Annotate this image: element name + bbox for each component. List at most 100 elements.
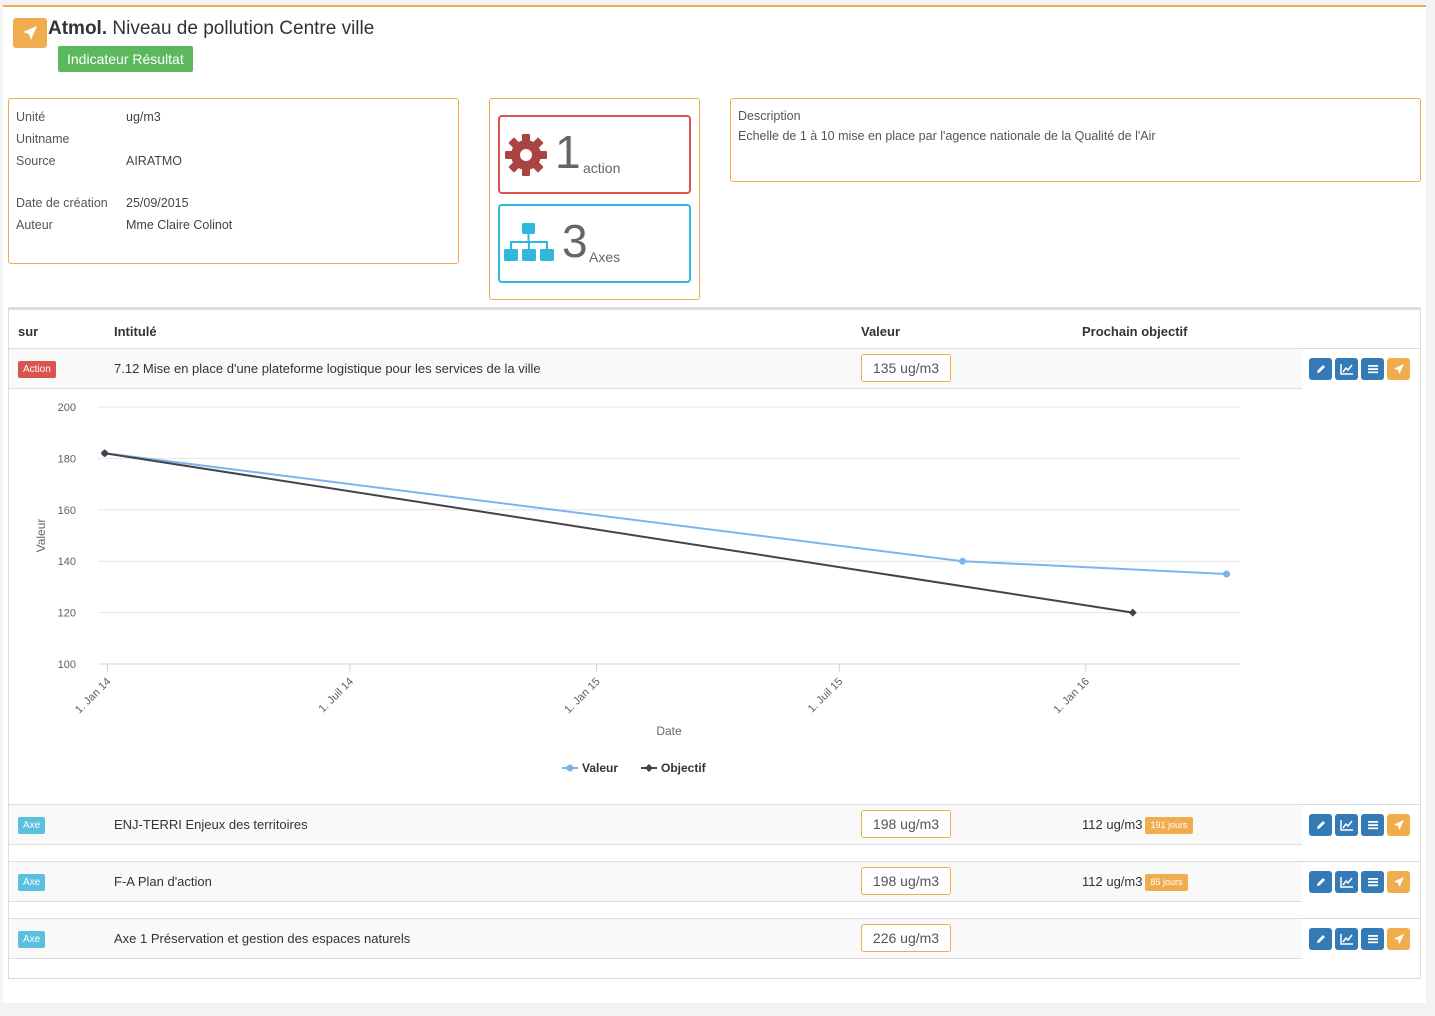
days-badge: 191 jours	[1145, 817, 1193, 834]
info-row-unite: Unité ug/m3	[16, 110, 161, 124]
y-tick-label: 160	[58, 505, 76, 517]
type-tag: Axe	[18, 817, 46, 834]
list-button[interactable]	[1361, 928, 1384, 950]
rocket-icon	[1393, 877, 1404, 887]
row-value: 226 ug/m3	[861, 924, 951, 952]
info-box: Unité ug/m3 Unitname Source AIRATMO Date d…	[8, 98, 459, 264]
description-box: Description Echelle de 1 à 10 mise en pl…	[730, 98, 1421, 182]
indicator-panel: Atmol. Niveau de pollution Centre ville …	[3, 5, 1426, 1003]
list-button[interactable]	[1361, 871, 1384, 893]
row-value: 198 ug/m3	[861, 867, 951, 895]
line-chart-icon	[1339, 877, 1353, 888]
title-prefix: Atmol.	[48, 18, 108, 39]
indicator-type-badge: Indicateur Résultat	[58, 46, 193, 72]
pencil-icon	[1316, 878, 1325, 886]
open-indicator-button[interactable]	[1387, 928, 1410, 950]
unite-label: Unité	[16, 110, 46, 124]
pencil-icon	[1316, 365, 1325, 373]
title-text: Niveau de pollution Centre ville	[107, 18, 375, 39]
unite-value: ug/m3	[126, 110, 161, 124]
type-tag: Axe	[18, 874, 46, 891]
row-title[interactable]: F-A Plan d'action	[114, 874, 212, 889]
axes-label: Axes	[589, 249, 621, 265]
line-chart-icon	[1339, 820, 1353, 831]
legend-label: Objectif	[661, 761, 707, 775]
type-tag: Axe	[18, 931, 46, 948]
actions-label: action	[583, 160, 621, 176]
source-label: Source	[16, 154, 56, 168]
col-header-valeur: Valeur	[861, 324, 901, 339]
chart-button[interactable]	[1335, 871, 1358, 893]
info-row-date: Date de création 25/09/2015	[16, 196, 189, 210]
info-row-unitname: Unitname	[16, 132, 70, 146]
row-next-objective: 112 ug/m3 85 jours	[1082, 874, 1188, 891]
table-row[interactable]: Axe Axe 1 Préservation et gestion des es…	[9, 918, 1420, 961]
date-value: 25/09/2015	[126, 196, 189, 210]
open-indicator-button[interactable]	[1387, 814, 1410, 836]
type-tag: Action	[18, 361, 56, 378]
sitemap-icon	[504, 222, 554, 269]
chart-button[interactable]	[1335, 814, 1358, 836]
rocket-icon	[1393, 364, 1404, 374]
series-line-valeur	[104, 452, 1227, 576]
table-row[interactable]: Axe F-A Plan d'action 198 ug/m3 112 ug/m…	[9, 861, 1420, 904]
description-text: Echelle de 1 à 10 mise en place par l'ag…	[738, 129, 1156, 143]
axes-stat[interactable]: 3 Axes	[498, 204, 691, 283]
row-title[interactable]: 7.12 Mise en place d'une plateforme logi…	[114, 361, 541, 376]
line-chart-icon	[1339, 364, 1353, 375]
y-tick-label: 120	[58, 608, 76, 620]
table-row[interactable]: Axe ENJ-TERRI Enjeux des territoires 198…	[9, 804, 1420, 847]
open-indicator-button[interactable]	[1387, 358, 1410, 380]
edit-button[interactable]	[1309, 358, 1332, 380]
col-header-sur: sur	[18, 324, 39, 339]
y-axis-title: Valeur	[34, 519, 48, 553]
evolution-chart: 100 120 140 160 180 200 1. Jan 14 1. Juil 14 1. …	[9, 390, 1420, 804]
col-header-intitule: Intitulé	[114, 324, 157, 339]
x-axis-title: Date	[656, 724, 682, 738]
y-tick-label: 180	[58, 453, 76, 465]
rocket-icon	[13, 18, 47, 48]
gear-icon	[504, 133, 548, 180]
edit-button[interactable]	[1309, 814, 1332, 836]
legend-marker	[645, 764, 653, 772]
y-tick-label: 140	[58, 556, 76, 568]
edit-button[interactable]	[1309, 928, 1332, 950]
open-indicator-button[interactable]	[1387, 871, 1410, 893]
y-tick-label: 200	[58, 402, 76, 414]
next-objective-value: 112 ug/m3	[1082, 817, 1143, 832]
pencil-icon	[1316, 935, 1325, 943]
list-button[interactable]	[1361, 358, 1384, 380]
x-tick-label: 1. Jan 14	[73, 676, 113, 716]
data-point	[100, 449, 109, 458]
x-tick-label: 1. Jan 15	[562, 676, 602, 716]
data-point	[1223, 570, 1231, 578]
list-icon	[1367, 365, 1378, 374]
chart-button[interactable]	[1335, 928, 1358, 950]
chart-button[interactable]	[1335, 358, 1358, 380]
auteur-label: Auteur	[16, 218, 53, 232]
row-actions	[1302, 805, 1420, 847]
data-point	[1128, 608, 1137, 617]
legend-marker	[566, 764, 574, 772]
unitname-label: Unitname	[16, 132, 70, 146]
edit-button[interactable]	[1309, 871, 1332, 893]
actions-count: 1	[555, 126, 581, 178]
row-value: 135 ug/m3	[861, 354, 951, 382]
y-tick-label: 100	[58, 659, 76, 671]
list-icon	[1367, 935, 1378, 944]
table-row[interactable]: Action 7.12 Mise en place d'une platefor…	[9, 348, 1420, 391]
x-tick-label: 1. Juil 15	[806, 676, 846, 716]
list-button[interactable]	[1361, 814, 1384, 836]
row-title[interactable]: ENJ-TERRI Enjeux des territoires	[114, 817, 308, 832]
rocket-icon	[1393, 820, 1404, 830]
description-label: Description	[738, 109, 801, 123]
line-chart: 100 120 140 160 180 200 1. Jan 14 1. Juil 14 1. …	[34, 402, 1240, 775]
auteur-value: Mme Claire Colinot	[126, 218, 233, 232]
stats-box: 1 action	[489, 98, 700, 300]
info-row-auteur: Auteur Mme Claire Colinot	[16, 218, 232, 232]
page-title: Atmol. Niveau de pollution Centre ville	[48, 18, 374, 40]
actions-stat[interactable]: 1 action	[498, 115, 691, 194]
row-value: 198 ug/m3	[861, 810, 951, 838]
row-actions	[1302, 862, 1420, 904]
row-title[interactable]: Axe 1 Préservation et gestion des espace…	[114, 931, 411, 946]
